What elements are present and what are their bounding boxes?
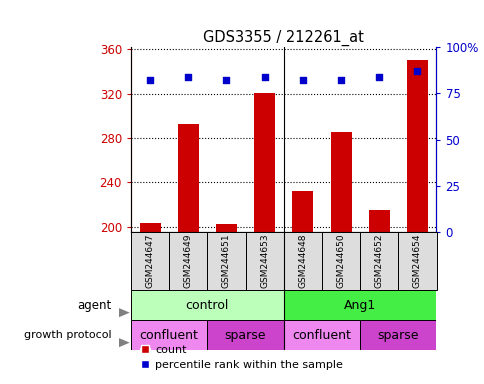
Bar — [368, 210, 389, 384]
Bar — [131, 232, 169, 290]
Bar — [321, 232, 359, 290]
Text: GSM244653: GSM244653 — [259, 234, 269, 288]
Text: confluent: confluent — [139, 329, 198, 342]
Text: growth protocol: growth protocol — [24, 330, 111, 340]
Text: GSM244652: GSM244652 — [374, 234, 383, 288]
Text: GSM244650: GSM244650 — [336, 234, 345, 288]
Text: GSM244654: GSM244654 — [412, 234, 421, 288]
Text: GSM244647: GSM244647 — [145, 234, 154, 288]
Bar — [169, 232, 207, 290]
Legend: count, percentile rank within the sample: count, percentile rank within the sample — [136, 340, 347, 375]
Bar — [131, 290, 283, 320]
Bar — [131, 320, 207, 350]
Bar — [359, 320, 436, 350]
Text: control: control — [185, 299, 228, 312]
Bar — [330, 132, 351, 384]
Point — [413, 68, 421, 74]
Text: GSM244651: GSM244651 — [222, 234, 230, 288]
Point — [146, 78, 153, 84]
Point — [260, 74, 268, 80]
Bar — [283, 320, 359, 350]
Text: GSM244648: GSM244648 — [298, 234, 307, 288]
Bar — [207, 232, 245, 290]
Text: confluent: confluent — [292, 329, 350, 342]
Point — [298, 78, 306, 84]
Point — [184, 74, 192, 80]
Bar — [283, 290, 436, 320]
Bar — [207, 320, 283, 350]
Polygon shape — [119, 338, 129, 347]
Text: sparse: sparse — [377, 329, 418, 342]
Bar — [177, 124, 198, 384]
Bar — [215, 224, 237, 384]
Bar — [245, 232, 283, 290]
Point — [375, 74, 382, 80]
Point — [336, 78, 344, 84]
Bar — [397, 232, 436, 290]
Text: GSM244649: GSM244649 — [183, 234, 192, 288]
Polygon shape — [119, 308, 129, 317]
Bar — [292, 191, 313, 384]
Bar — [283, 232, 321, 290]
Point — [222, 78, 230, 84]
Title: GDS3355 / 212261_at: GDS3355 / 212261_at — [203, 30, 363, 46]
Text: Ang1: Ang1 — [343, 299, 376, 312]
Bar — [359, 232, 397, 290]
Bar — [254, 93, 274, 384]
Text: agent: agent — [77, 299, 111, 312]
Text: sparse: sparse — [224, 329, 266, 342]
Bar — [406, 60, 427, 384]
Bar — [139, 223, 160, 384]
